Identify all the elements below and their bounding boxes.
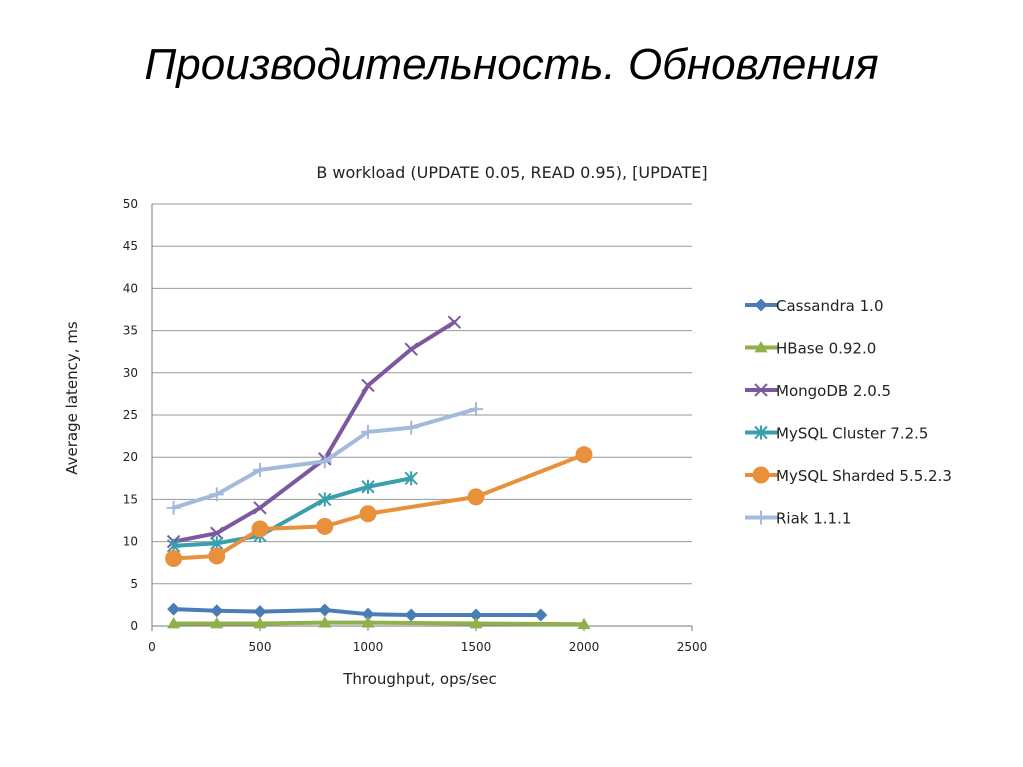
series-0 [167, 602, 548, 622]
legend-marker [754, 341, 768, 353]
data-point [208, 547, 226, 565]
legend-item: Cassandra 1.0 [745, 297, 884, 315]
data-point [534, 608, 548, 622]
legend-item: Riak 1.1.1 [745, 510, 851, 528]
legend: Cassandra 1.0 HBase 0.92.0 MongoDB 2.0.5 My… [745, 297, 952, 528]
x-tick-label: 500 [249, 640, 272, 654]
data-point [361, 378, 375, 393]
y-axis-label: Average latency, ms [63, 321, 81, 475]
data-point [317, 454, 332, 469]
legend-marker [754, 425, 768, 440]
legend-marker [754, 383, 768, 397]
data-point [361, 607, 375, 621]
data-point [318, 492, 332, 507]
y-tick-labels: 0 5 10 15 20 25 30 35 40 45 50 [123, 197, 138, 633]
legend-marker [754, 298, 768, 312]
data-point [404, 471, 418, 486]
data-point [404, 342, 418, 356]
data-point [467, 488, 485, 506]
series-5 [166, 402, 483, 515]
data-point [469, 402, 483, 417]
data-point [361, 479, 375, 494]
x-tick-label: 1000 [353, 640, 384, 654]
series-2 [166, 315, 462, 549]
y-tick-label: 10 [123, 535, 138, 549]
legend-item: MySQL Cluster 7.2.5 [745, 425, 928, 443]
legend-label: MongoDB 2.0.5 [776, 382, 891, 400]
slide-title: Производительность. Обновления [144, 40, 879, 89]
data-point [210, 604, 224, 618]
data-point [167, 602, 181, 616]
data-point [316, 517, 334, 535]
data-point [167, 616, 181, 629]
series-line [171, 620, 586, 627]
series-line [171, 607, 543, 618]
data-point [253, 616, 267, 629]
series-plot [165, 315, 593, 630]
x-tick-label: 1500 [461, 640, 492, 654]
data-point [359, 505, 377, 523]
data-point [210, 616, 224, 629]
y-tick-label: 50 [123, 197, 138, 211]
x-axis-label: Throughput, ops/sec [342, 670, 497, 688]
x-tick-label: 2000 [569, 640, 600, 654]
y-tick-label: 35 [123, 324, 138, 338]
data-point [166, 500, 181, 515]
series-line [171, 476, 414, 548]
data-point [318, 616, 332, 628]
legend-label: Riak 1.1.1 [776, 510, 851, 528]
data-point [253, 462, 267, 477]
y-tick-label: 30 [123, 366, 138, 380]
data-point [404, 608, 418, 622]
gridlines [152, 203, 692, 585]
data-point [210, 526, 224, 540]
legend-label: HBase 0.92.0 [776, 340, 876, 358]
data-point [165, 549, 183, 567]
data-point [253, 501, 267, 515]
y-tick-label: 25 [123, 408, 138, 422]
x-tick-labels: 0 500 1000 1500 2000 2500 [148, 640, 707, 654]
y-tick-label: 5 [130, 577, 138, 591]
y-tick-label: 40 [123, 281, 138, 295]
legend-label: MySQL Cluster 7.2.5 [776, 425, 928, 443]
data-point [253, 605, 267, 619]
series-1 [167, 616, 591, 630]
data-point [447, 315, 462, 329]
data-point [251, 520, 269, 538]
data-point [469, 608, 483, 622]
series-line [171, 452, 586, 561]
y-tick-label: 45 [123, 239, 138, 253]
legend-item: MongoDB 2.0.5 [745, 382, 891, 400]
data-point [404, 420, 419, 435]
legend-marker [754, 510, 768, 525]
legend-item: HBase 0.92.0 [745, 340, 876, 358]
series-4 [165, 446, 593, 567]
legend-label: MySQL Sharded 5.5.2.3 [776, 467, 952, 485]
data-point [469, 616, 483, 629]
y-tick-label: 20 [123, 450, 138, 464]
chart-title: B workload (UPDATE 0.05, READ 0.95), [UP… [316, 163, 707, 182]
legend-label: Cassandra 1.0 [776, 297, 884, 315]
data-point [577, 617, 591, 630]
data-point [361, 616, 375, 628]
legend-marker [752, 466, 770, 484]
x-tick-label: 2500 [677, 640, 708, 654]
axes [151, 204, 693, 631]
x-tick-label: 0 [148, 640, 156, 654]
data-point [209, 487, 224, 502]
legend-item: MySQL Sharded 5.5.2.3 [745, 466, 952, 485]
y-tick-label: 0 [130, 619, 138, 633]
data-point [361, 424, 375, 439]
data-point [575, 446, 593, 464]
y-tick-label: 15 [123, 492, 138, 506]
data-point [318, 603, 332, 617]
